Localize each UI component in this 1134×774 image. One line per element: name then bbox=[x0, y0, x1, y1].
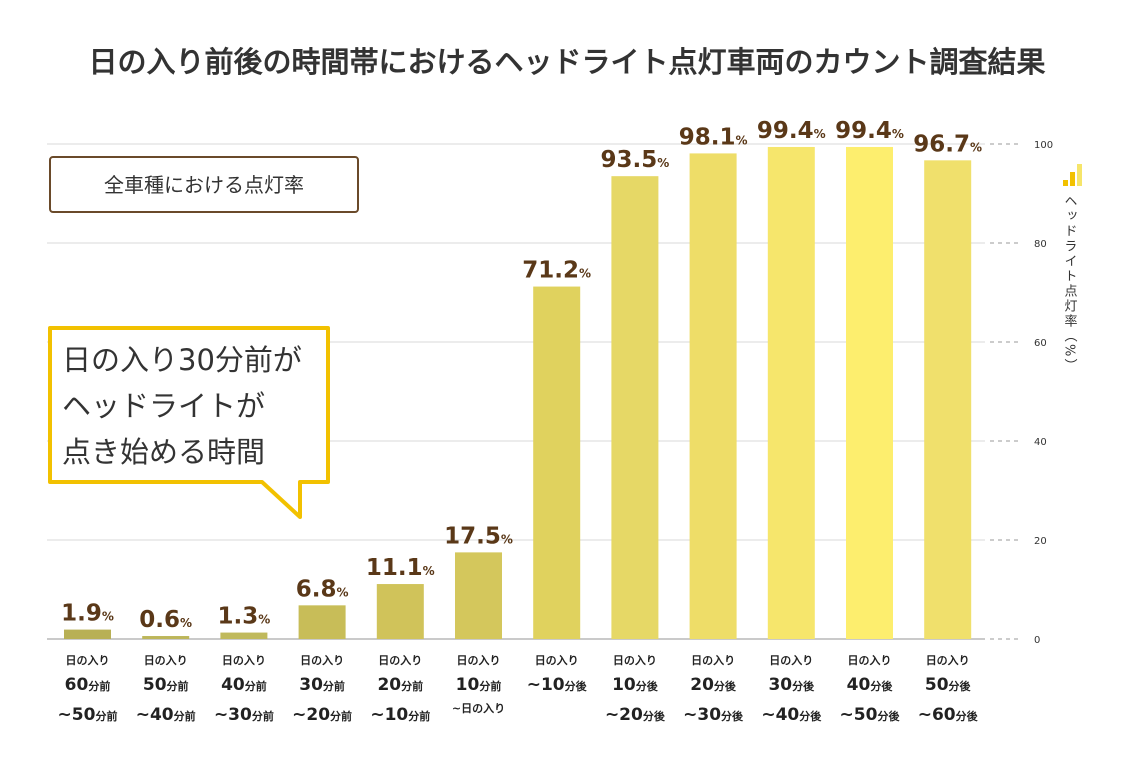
bar-chart-icon bbox=[1063, 164, 1082, 186]
x-tick-label: 40分前 bbox=[221, 675, 267, 695]
x-tick-label: ~40分前 bbox=[136, 705, 196, 725]
x-tick-label: 日の入り bbox=[926, 654, 970, 667]
x-tick-label: 日の入り bbox=[535, 654, 579, 667]
x-tick-label: ~50分後 bbox=[840, 705, 901, 725]
callout-line-2: ヘッドライトが bbox=[62, 389, 265, 423]
chart-title: 日の入り前後の時間帯におけるヘッドライト点灯車両のカウント調査結果 bbox=[88, 45, 1045, 79]
badge-label: 全車種における点灯率 bbox=[104, 173, 304, 197]
bar bbox=[455, 552, 502, 639]
y-axis: 0 20 40 60 80 100 bbox=[990, 140, 1053, 646]
x-tick-label: 日の入り bbox=[144, 654, 188, 667]
x-tick-label: 30分前 bbox=[299, 675, 345, 695]
data-label: 17.5% bbox=[444, 523, 513, 549]
x-tick-label: 20分前 bbox=[377, 675, 423, 695]
data-label: 6.8% bbox=[296, 576, 349, 602]
x-tick-label: 日の入り bbox=[378, 654, 422, 667]
x-tick-label: 50分後 bbox=[925, 675, 972, 695]
x-tick-label: ~40分後 bbox=[761, 705, 822, 725]
x-tick-label: 日の入り bbox=[222, 654, 266, 667]
x-tick-label: ~50分前 bbox=[58, 705, 118, 725]
x-axis-labels: 日の入り 60分前 ~50分前 日の入り 50分前 ~40分前 日の入り 40分前 ~30分前 日… bbox=[58, 654, 979, 725]
y-tick-label: 40 bbox=[1034, 437, 1047, 448]
x-tick-label: 10分前 bbox=[456, 675, 502, 695]
x-tick-label: ~20分前 bbox=[292, 705, 352, 725]
x-tick-label: ~30分後 bbox=[683, 705, 744, 725]
data-label: 96.7% bbox=[913, 131, 982, 157]
data-label: 0.6% bbox=[139, 607, 192, 633]
y-tick-label: 100 bbox=[1034, 140, 1053, 151]
data-label: 11.1% bbox=[366, 555, 435, 581]
x-tick-label: ~10分前 bbox=[370, 705, 430, 725]
x-tick-label: 10分後 bbox=[612, 675, 659, 695]
callout-line-1: 日の入り30分前が bbox=[62, 343, 302, 377]
callout: 日の入り30分前が ヘッドライトが 点き始める時間 bbox=[48, 326, 330, 519]
bar bbox=[376, 584, 424, 639]
x-tick-label: 日の入り bbox=[691, 654, 735, 667]
x-tick-label: 日の入り bbox=[300, 654, 344, 667]
x-tick-label: 40分後 bbox=[847, 675, 894, 695]
y-axis-label: ヘッドライト点灯率（%） bbox=[1062, 194, 1078, 373]
x-tick-label: 日の入り bbox=[66, 654, 110, 667]
bar bbox=[846, 146, 893, 639]
data-label: 71.2% bbox=[522, 258, 591, 284]
bar bbox=[611, 176, 659, 640]
bar bbox=[64, 629, 111, 639]
value-labels: 1.9% 0.6% 1.3% 6.8% 11.1% 17.5% 71.2% 93.5% 98.1… bbox=[61, 118, 982, 633]
bar bbox=[533, 286, 581, 639]
x-tick-label: 60分前 bbox=[65, 675, 111, 695]
data-label: 99.4% bbox=[835, 118, 904, 144]
y-tick-label: 20 bbox=[1034, 536, 1047, 547]
x-tick-label: ~日の入り bbox=[452, 702, 505, 715]
x-tick-label: 30分後 bbox=[768, 675, 815, 695]
bars bbox=[64, 146, 972, 640]
x-tick-label: 50分前 bbox=[143, 675, 189, 695]
y-tick-label: 80 bbox=[1034, 239, 1047, 250]
data-label: 98.1% bbox=[679, 124, 748, 150]
bar bbox=[767, 146, 815, 639]
bar bbox=[220, 632, 268, 639]
x-tick-label: ~30分前 bbox=[214, 705, 274, 725]
x-tick-label: 日の入り bbox=[613, 654, 657, 667]
callout-line-3: 点き始める時間 bbox=[62, 435, 265, 469]
data-label: 99.4% bbox=[757, 118, 826, 144]
x-tick-label: ~60分後 bbox=[918, 705, 979, 725]
data-label: 93.5% bbox=[601, 147, 670, 173]
x-tick-label: 日の入り bbox=[457, 654, 501, 667]
data-label: 1.3% bbox=[218, 604, 271, 630]
y-tick-label: 0 bbox=[1034, 635, 1040, 646]
x-tick-label: ~10分後 bbox=[527, 675, 588, 695]
bar bbox=[142, 636, 190, 639]
bar bbox=[689, 153, 737, 639]
bar bbox=[924, 160, 972, 639]
rate-badge: 全車種における点灯率 bbox=[49, 156, 359, 213]
x-tick-label: 20分後 bbox=[690, 675, 737, 695]
data-label: 1.9% bbox=[61, 601, 114, 627]
y-tick-label: 60 bbox=[1034, 338, 1047, 349]
x-tick-label: 日の入り bbox=[769, 654, 813, 667]
bar bbox=[298, 605, 346, 639]
x-tick-label: 日の入り bbox=[848, 654, 892, 667]
x-tick-label: ~20分後 bbox=[605, 705, 666, 725]
